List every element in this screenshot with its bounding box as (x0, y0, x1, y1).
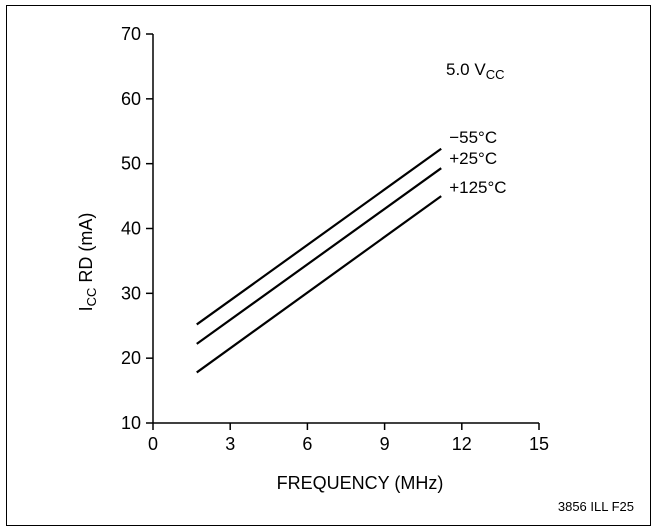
series-line-0 (196, 147, 442, 326)
x-tick-label: 0 (148, 434, 158, 454)
series-label-0: −55°C (449, 128, 497, 147)
series-lines: −55°C +25°C +125°C (196, 128, 507, 374)
x-tick-label: 6 (302, 434, 312, 454)
y-tick-label: 40 (121, 219, 141, 239)
figure-frame (6, 5, 651, 526)
axes (152, 34, 539, 424)
x-tick-label: 3 (225, 434, 235, 454)
condition-label: 5.0 VCC (446, 60, 504, 82)
x-tick-label: 12 (452, 434, 472, 454)
figure-code: 3856 ILL F25 (558, 499, 634, 514)
ticks: 10 20 30 40 50 60 70 0 3 6 9 12 15 (121, 24, 549, 454)
series-label-2: +125°C (449, 178, 506, 197)
series-line-1 (196, 167, 442, 345)
y-tick-label: 60 (121, 89, 141, 109)
y-axis-title: ICC RD (mA) (76, 213, 99, 312)
series-line-2 (196, 195, 442, 374)
y-tick-label: 50 (121, 154, 141, 174)
x-tick-label: 9 (380, 434, 390, 454)
y-tick-label: 30 (121, 283, 141, 303)
y-tick-label: 20 (121, 348, 141, 368)
x-tick-label: 15 (529, 434, 549, 454)
series-label-1: +25°C (449, 149, 497, 168)
y-tick-label: 10 (121, 413, 141, 433)
x-axis-title: FREQUENCY (MHz) (277, 473, 444, 493)
y-tick-label: 70 (121, 24, 141, 44)
